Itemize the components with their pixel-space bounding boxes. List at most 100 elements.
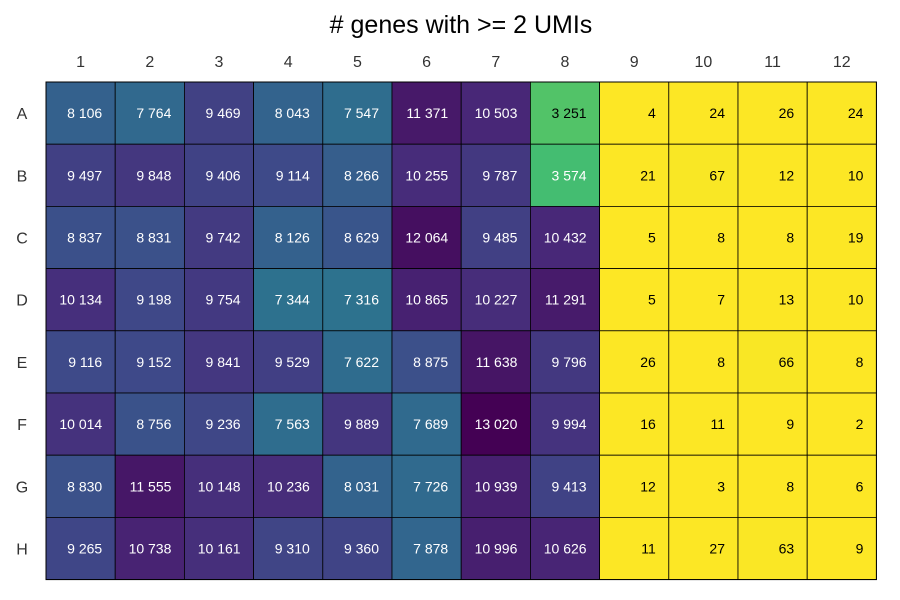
heatmap-cell [183,517,254,581]
heatmap-cell [45,205,116,269]
cell-value-label: 9 265 [67,541,102,557]
cell-value-label: 27 [709,541,725,557]
cell-value-label: 16 [640,416,656,432]
column-tick-label: 10 [695,54,713,71]
row-tick-label: F [17,417,27,434]
cell-value-label: 9 841 [206,354,241,370]
column-tick-label: 4 [284,54,293,71]
heatmap-cell [668,143,739,207]
heatmap-cell [391,392,462,456]
column-tick-label: 6 [422,54,431,71]
cell-value-label: 3 574 [552,167,587,183]
heatmap-cell [599,205,670,269]
heatmap-cell [391,330,462,394]
cell-value-label: 7 [717,292,725,308]
heatmap-cell [253,205,324,269]
cell-value-label: 7 563 [275,416,310,432]
heatmap-cell [599,330,670,394]
cell-value-label: 8 031 [344,478,379,494]
column-tick-labels: 1 2 3 4 5 6 7 8 9 10 11 12 [76,54,851,71]
cell-value-label: 7 547 [344,105,379,121]
heatmap-cell [322,205,393,269]
cell-value-label: 10 626 [544,541,587,557]
heatmap-cell [45,454,116,518]
heatmap-cell [253,81,324,145]
heatmap-cell [391,454,462,518]
cell-value-label: 3 251 [552,105,587,121]
cell-value-label: 8 830 [67,478,102,494]
heatmap-cell [530,392,601,456]
cell-value-label: 10 236 [267,478,310,494]
cell-value-label: 8 837 [67,230,102,246]
cell-value-label: 6 [856,478,864,494]
column-tick-label: 2 [145,54,154,71]
cell-value-label: 9 796 [552,354,587,370]
cell-value-label: 7 764 [136,105,171,121]
cell-value-label: 26 [779,105,795,121]
cell-value-label: 26 [640,354,656,370]
cell-value-label: 67 [709,167,725,183]
cell-value-label: 7 344 [275,292,310,308]
cell-value-label: 7 878 [413,541,448,557]
cell-value-label: 9 742 [206,230,241,246]
heatmap-cell [737,392,808,456]
cell-value-label: 66 [779,354,795,370]
column-tick-label: 5 [353,54,362,71]
cell-value-label: 11 371 [406,105,448,121]
heatmap-cell [530,330,601,394]
cell-value-label: 13 020 [475,416,518,432]
heatmap-cell [599,268,670,332]
cell-value-label: 9 848 [136,167,171,183]
heatmap-cell [114,205,185,269]
cell-value-label: 8 126 [275,230,310,246]
row-tick-label: G [16,479,28,496]
cell-value-label: 9 114 [276,167,310,183]
cell-value-label: 10 [848,167,864,183]
heatmap-cell [806,81,877,145]
heatmap-cell [183,205,254,269]
cell-value-label: 5 [648,292,656,308]
heatmap-cell [599,143,670,207]
cell-value-label: 8 [856,354,864,370]
heatmap-cell [668,81,739,145]
cell-value-label: 10 255 [405,167,448,183]
heatmap-cell [806,454,877,518]
heatmap-cell [806,205,877,269]
cell-value-label: 10 865 [405,292,448,308]
column-tick-label: 3 [215,54,224,71]
heatmap-cell [114,81,185,145]
cell-value-label: 10 134 [59,292,102,308]
row-tick-label: E [17,355,28,372]
cell-value-label: 9 529 [275,354,310,370]
row-tick-label: A [17,106,28,123]
cell-value-label: 13 [779,292,795,308]
cell-value-label: 9 152 [136,354,171,370]
heatmap-cell [391,205,462,269]
cell-value-label: 9 236 [206,416,241,432]
row-tick-labels: A B C D E F G H [16,106,28,558]
row-tick-label: B [17,168,28,185]
chart-title: # genes with >= 2 UMIs [330,11,593,39]
row-tick-label: D [16,293,28,310]
heatmap-cell [114,392,185,456]
cell-value-label: 8 875 [413,354,448,370]
heatmap-cell [114,143,185,207]
cell-value-label: 9 889 [344,416,379,432]
cell-value-label: 10 996 [475,541,518,557]
cell-value-label: 2 [856,416,864,432]
heatmap-cell [806,517,877,581]
row-tick-label: H [16,542,28,559]
cell-value-label: 8 756 [136,416,171,432]
cell-value-label: 12 [640,478,656,494]
cell-value-label: 8 [786,230,794,246]
cell-value-label: 12 [779,167,795,183]
heatmap-cell [460,454,531,518]
cell-value-label: 4 [648,105,656,121]
cell-value-label: 9 406 [206,167,241,183]
cell-value-label: 9 [856,541,864,557]
cell-value-label: 8 043 [275,105,310,121]
cell-value-label: 8 [786,478,794,494]
cell-value-label: 11 291 [545,292,587,308]
heatmap-cell [599,81,670,145]
